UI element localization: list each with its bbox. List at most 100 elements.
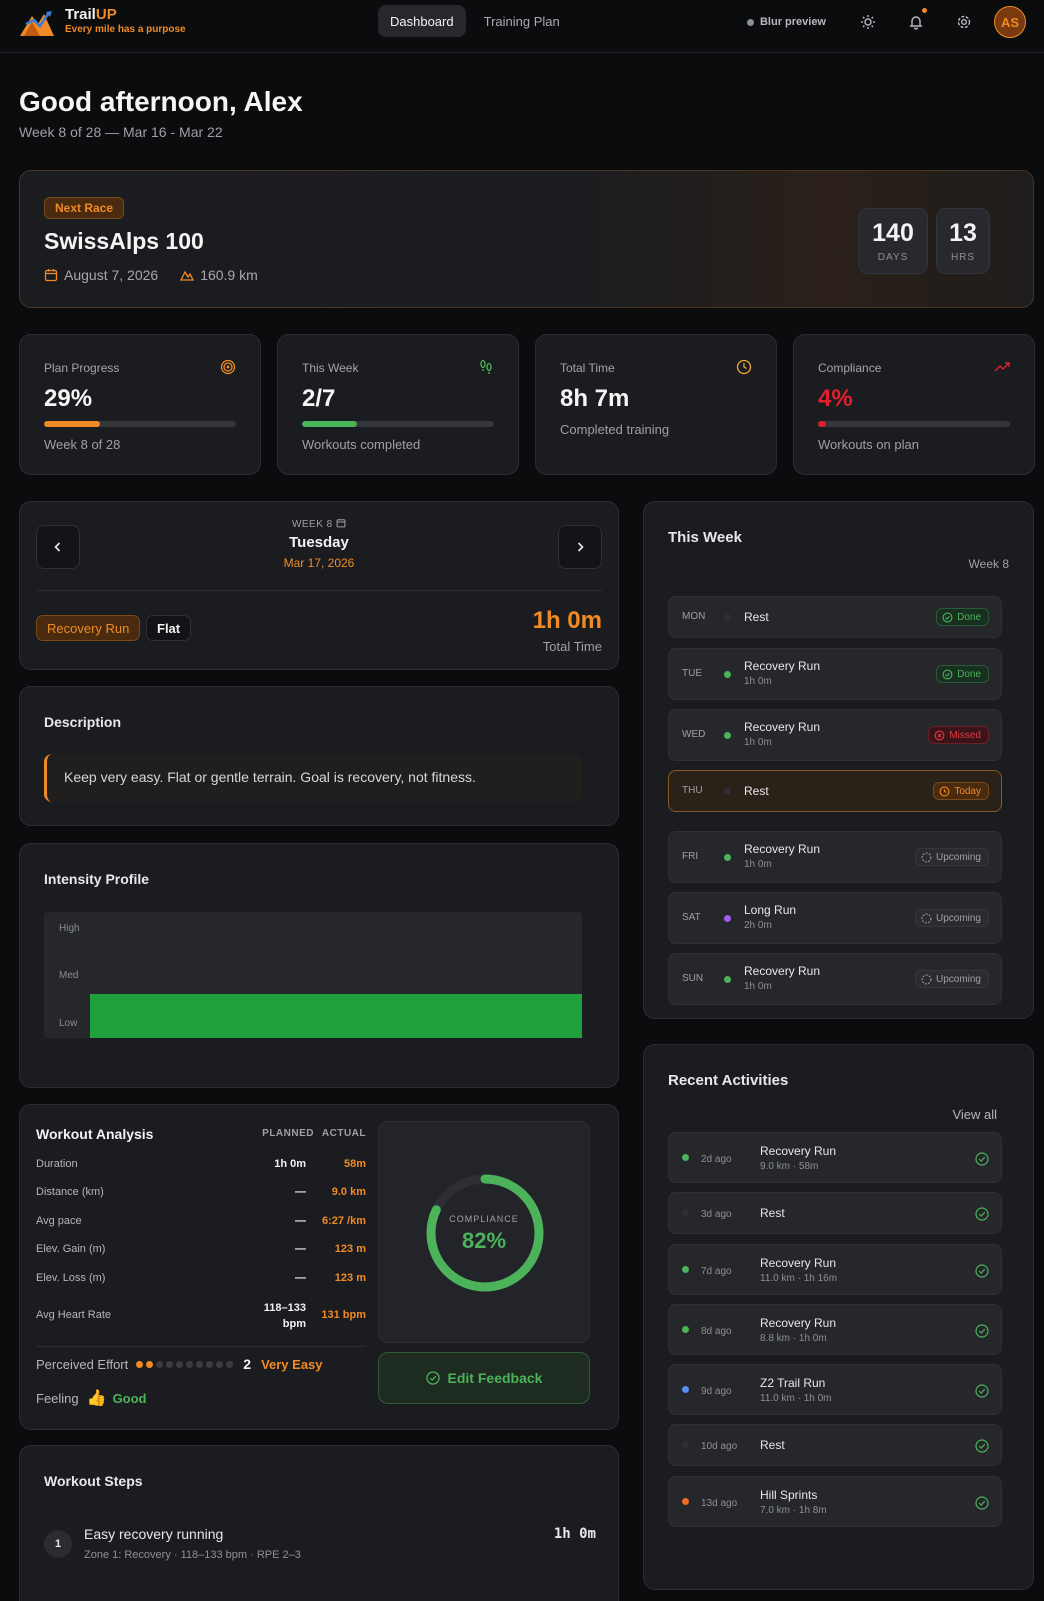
- prev-day-button[interactable]: [36, 525, 80, 569]
- day-label: THU: [682, 785, 703, 796]
- table-row: Avg Heart Rate 118–133 bpm 131 bpm: [36, 1302, 366, 1330]
- effort-dot: [206, 1360, 214, 1368]
- countdown-days-value: 140: [872, 219, 914, 247]
- brand[interactable]: TrailUP Every mile has a purpose: [65, 6, 186, 35]
- countdown-hours-unit: HRS: [950, 252, 976, 263]
- activity-detail: 9.0 km · 58m: [760, 1161, 819, 1172]
- stat-label: Total Time: [560, 361, 615, 375]
- stat-compliance[interactable]: Compliance 4% Workouts on plan: [793, 334, 1035, 475]
- week-day-item-wed[interactable]: WED Recovery Run 1h 0m Missed: [668, 709, 1002, 761]
- level-label-low: Low: [59, 1018, 78, 1029]
- race-distance: 160.9 km: [200, 267, 258, 283]
- activity-item[interactable]: 2d ago Recovery Run 9.0 km · 58m: [668, 1132, 1002, 1183]
- activity-item[interactable]: 10d ago Rest: [668, 1424, 1002, 1466]
- status-badge: Today: [933, 782, 989, 800]
- recent-title: Recent Activities: [668, 1072, 789, 1089]
- activity-item[interactable]: 3d ago Rest: [668, 1192, 1002, 1234]
- check-circle-icon: [975, 1263, 989, 1278]
- workout-dot: [724, 854, 731, 861]
- week-day-item-tue[interactable]: TUE Recovery Run 1h 0m Done: [668, 648, 1002, 700]
- intensity-profile-panel: Intensity Profile High Med Low: [19, 843, 619, 1088]
- week-day-item-thu[interactable]: THU Rest Today: [668, 770, 1002, 812]
- check-circle-icon: [942, 669, 953, 679]
- check-circle-icon: [975, 1151, 989, 1166]
- workout-duration: 1h 0m: [744, 859, 772, 870]
- stat-footer: Week 8 of 28: [44, 437, 121, 452]
- stat-value: 4%: [818, 385, 853, 412]
- description-panel: Description Keep very easy. Flat or gent…: [19, 686, 619, 826]
- avatar[interactable]: AS: [994, 6, 1026, 38]
- workout-dot: [724, 788, 731, 795]
- check-circle-icon: [975, 1207, 989, 1221]
- notifications-button[interactable]: [892, 6, 940, 38]
- week-day-item-sun[interactable]: SUN Recovery Run 1h 0m Upcoming: [668, 953, 1002, 1005]
- clock-icon: [736, 359, 752, 375]
- stat-total-time[interactable]: Total Time 8h 7m Completed training: [535, 334, 777, 475]
- status-badge: Done: [936, 665, 989, 683]
- compliance-gauge: COMPLIANCE 82%: [378, 1121, 590, 1343]
- progress-bar: [302, 421, 494, 427]
- effort-scale: [136, 1360, 234, 1368]
- countdown-days: 140 DAYS: [858, 208, 928, 274]
- activity-item[interactable]: 9d ago Z2 Trail Run 11.0 km · 1h 0m: [668, 1364, 1002, 1415]
- description-text: Keep very easy. Flat or gentle terrain. …: [44, 754, 582, 802]
- stat-footer: Workouts completed: [302, 437, 421, 452]
- divider: [36, 1346, 366, 1347]
- week-day-item-fri[interactable]: FRI Recovery Run 1h 0m Upcoming: [668, 831, 1002, 883]
- countdown-hours: 13 HRS: [936, 208, 990, 274]
- settings-button[interactable]: [940, 6, 988, 38]
- calendar-icon: [336, 519, 346, 528]
- activity-time: 10d ago: [701, 1441, 738, 1452]
- activity-dot: [682, 1209, 689, 1216]
- status-badge: Upcoming: [914, 970, 989, 988]
- theme-button[interactable]: [844, 6, 892, 38]
- activity-item[interactable]: 8d ago Recovery Run 8.8 km · 1h 0m: [668, 1304, 1002, 1355]
- activity-item[interactable]: 7d ago Recovery Run 11.0 km · 1h 16m: [668, 1244, 1002, 1295]
- col-actual: ACTUAL: [321, 1128, 366, 1139]
- day-label: SUN: [682, 973, 704, 984]
- status-badge: Done: [936, 608, 989, 626]
- terrain-tag: Flat: [146, 615, 192, 641]
- top-bar: TrailUP Every mile has a purpose Dashboa…: [0, 0, 1044, 53]
- total-time-value: 1h 0m: [532, 607, 602, 634]
- mountain-icon: [180, 270, 195, 281]
- day-label: WED: [682, 729, 706, 740]
- blur-preview-toggle[interactable]: Blur preview: [746, 16, 826, 28]
- week-day-item-mon[interactable]: MON Rest Done: [668, 596, 1002, 638]
- workout-title: Recovery Run: [744, 964, 821, 978]
- workout-analysis-panel: Workout Analysis PLANNED ACTUAL Duration…: [19, 1104, 619, 1430]
- compliance-label: COMPLIANCE: [449, 1214, 519, 1224]
- recent-activities-panel: Recent Activities View all 2d ago Recover…: [643, 1044, 1034, 1590]
- stat-plan-progress[interactable]: Plan Progress 29% Week 8 of 28: [19, 334, 261, 475]
- activity-dot: [682, 1385, 689, 1393]
- effort-dot: [176, 1360, 184, 1368]
- workout-dot: [724, 614, 731, 621]
- week-day-item-sat[interactable]: SAT Long Run 2h 0m Upcoming: [668, 892, 1002, 944]
- loader-icon: [921, 913, 932, 923]
- level-label-med: Med: [59, 970, 79, 981]
- table-row: Elev. Loss (m) —123 m: [36, 1272, 366, 1284]
- view-all-link[interactable]: View all: [952, 1107, 997, 1122]
- stat-label: Plan Progress: [44, 361, 120, 375]
- activity-title: Rest: [760, 1438, 785, 1452]
- check-circle-icon: [942, 612, 953, 622]
- blur-status-dot: [746, 18, 754, 26]
- next-race-card[interactable]: Next Race SwissAlps 100 August 7, 2026 1…: [19, 170, 1034, 308]
- brand-tagline: Every mile has a purpose: [65, 24, 186, 35]
- next-day-button[interactable]: [558, 525, 602, 569]
- week-label: WEEK 8: [20, 518, 618, 530]
- effort-dot: [196, 1360, 204, 1368]
- total-time-label: Total Time: [542, 639, 602, 654]
- tab-training-plan[interactable]: Training Plan: [483, 13, 560, 29]
- edit-feedback-button[interactable]: Edit Feedback: [378, 1352, 590, 1404]
- step-detail: Zone 1: Recovery · 118–133 bpm · RPE 2–3: [84, 1549, 301, 1561]
- table-row: Avg pace —6:27 /km: [36, 1215, 366, 1227]
- stat-this-week[interactable]: This Week 2/7 Workouts completed: [277, 334, 519, 475]
- activity-item[interactable]: 13d ago Hill Sprints 7.0 km · 1h 8m: [668, 1476, 1002, 1527]
- day-view-panel: WEEK 8 Tuesday Mar 17, 2026 Recovery Run…: [19, 501, 619, 670]
- activity-title: Recovery Run: [760, 1144, 837, 1158]
- tab-dashboard[interactable]: Dashboard: [378, 5, 466, 37]
- trending-up-icon: [994, 362, 1010, 372]
- stat-value: 29%: [44, 385, 93, 412]
- countdown-hours-value: 13: [949, 219, 977, 247]
